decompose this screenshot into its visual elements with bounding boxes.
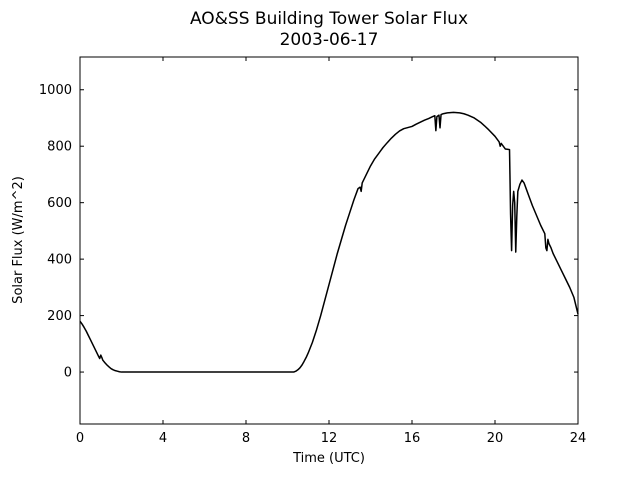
x-tick-label: 12 bbox=[321, 431, 338, 446]
chart-title: AO&SS Building Tower Solar Flux bbox=[190, 9, 468, 29]
x-tick-label: 0 bbox=[76, 431, 84, 446]
y-tick-label: 800 bbox=[47, 140, 72, 155]
y-tick-label: 0 bbox=[64, 366, 72, 381]
x-tick-label: 4 bbox=[159, 431, 167, 446]
y-axis-label: Solar Flux (W/m^2) bbox=[11, 176, 26, 304]
x-tick-label: 16 bbox=[404, 431, 421, 446]
solar-flux-line bbox=[79, 111, 579, 373]
x-tick-label: 8 bbox=[242, 431, 250, 446]
chart-subtitle: 2003-06-17 bbox=[280, 30, 379, 50]
y-tick-label: 1000 bbox=[39, 83, 72, 98]
y-tick-label: 200 bbox=[47, 309, 72, 324]
axis-ticks bbox=[79, 57, 579, 424]
x-axis-label: Time (UTC) bbox=[292, 451, 365, 466]
axis-tick-labels: 0 4 8 12 16 20 24 0 200 400 600 800 1000 bbox=[39, 83, 586, 446]
x-tick-label: 20 bbox=[487, 431, 504, 446]
y-tick-label: 600 bbox=[47, 196, 72, 211]
plot-border bbox=[79, 56, 579, 425]
x-tick-label: 24 bbox=[570, 431, 587, 446]
y-tick-label: 400 bbox=[47, 253, 72, 268]
